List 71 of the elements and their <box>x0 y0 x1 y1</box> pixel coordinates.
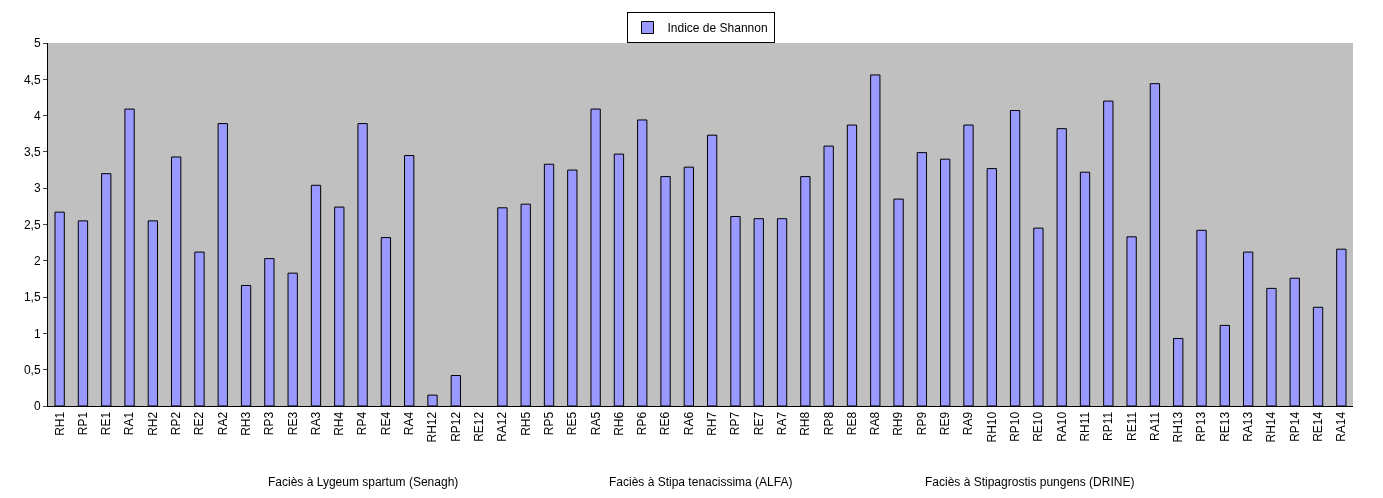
x-tick-label: RE14 <box>1310 411 1325 442</box>
x-tick-label: RH11 <box>1077 411 1092 442</box>
x-tick-label: RA2 <box>215 411 230 436</box>
text: Faciès à Lygeum spartum (Senagh) <box>268 475 459 489</box>
x-tick-label: RH14 <box>1264 411 1279 443</box>
x-tick-label: RH5 <box>518 411 533 436</box>
x-tick-label: RE8 <box>844 411 859 436</box>
y-tick-label: 3,5 <box>23 145 41 160</box>
x-tick-label: RA8 <box>868 411 883 436</box>
x-tick-label: RA3 <box>308 411 323 436</box>
x-tick-label: RP4 <box>355 411 370 436</box>
text: Faciès à Stipa tenacissima (ALFA) <box>609 475 793 489</box>
y-tick-label: 4,5 <box>23 72 41 87</box>
y-tick-label: 0 <box>33 399 41 414</box>
x-tick-label: RE11 <box>1124 411 1139 441</box>
x-tick-label: RE12 <box>472 411 487 442</box>
y-tick-label: 3 <box>33 181 41 196</box>
x-tick-label: RH7 <box>705 411 720 436</box>
x-tick-label: RA4 <box>402 411 417 436</box>
x-tick-label: RP7 <box>728 411 743 436</box>
x-tick-label: RP3 <box>262 411 277 436</box>
x-tick-label: RE9 <box>938 411 953 436</box>
x-tick-label: RP2 <box>169 411 184 436</box>
x-tick-label: RA10 <box>1054 411 1069 442</box>
x-tick-label: RA12 <box>495 411 510 442</box>
y-tick-label: 2 <box>33 254 41 268</box>
x-tick-label: RH8 <box>798 411 813 436</box>
x-tick-label: RE7 <box>751 411 766 436</box>
x-tick-label: RH10 <box>984 411 999 443</box>
x-tick-label: RH1 <box>52 411 67 436</box>
x-tick-label: RA6 <box>681 411 696 436</box>
x-tick-label: RE5 <box>565 411 580 436</box>
y-tick-label: 1 <box>33 326 41 341</box>
x-tick-label: RP13 <box>1194 411 1209 442</box>
x-tick-label: RA13 <box>1241 411 1256 442</box>
x-tick-label: RA7 <box>774 411 789 436</box>
x-tick-label: RP14 <box>1287 411 1302 442</box>
x-tick-label: RA14 <box>1334 411 1349 442</box>
x-tick-label: RE6 <box>658 411 673 436</box>
y-tick-label: 1,5 <box>23 290 41 305</box>
x-tick-label: RP1 <box>75 411 90 436</box>
legend-label: Indice de Shannon <box>667 21 768 36</box>
y-tick-label: 5 <box>33 36 41 51</box>
x-tick-label: RP8 <box>821 411 836 436</box>
x-tick-label: RP9 <box>914 411 929 436</box>
x-tick-label: RE1 <box>99 411 114 436</box>
x-tick-label: RH6 <box>611 411 626 436</box>
x-tick-label: RP12 <box>448 411 463 442</box>
y-tick-label: 2,5 <box>23 217 41 232</box>
x-tick-label: RA11 <box>1147 411 1162 441</box>
x-tick-label: RA5 <box>588 411 603 436</box>
x-tick-label: RP6 <box>635 411 650 436</box>
x-tick-label: RP5 <box>541 411 556 436</box>
text: Faciès à Stipagrostis pungens (DRINE) <box>925 475 1135 489</box>
y-tick-label: 0,5 <box>23 362 41 377</box>
x-tick-label: RH12 <box>425 411 440 443</box>
x-tick-label: RH9 <box>891 411 906 436</box>
x-tick-label: RE3 <box>285 411 300 436</box>
x-tick-label: RE4 <box>378 411 393 436</box>
x-tick-label: RE13 <box>1217 411 1232 442</box>
x-tick-label: RE10 <box>1031 411 1046 442</box>
x-tick-label: RA9 <box>961 411 976 436</box>
x-tick-label: RA1 <box>122 411 137 436</box>
x-tick-label: RE2 <box>192 411 207 436</box>
y-tick-label: 4 <box>33 108 41 123</box>
x-tick-label: RH13 <box>1171 411 1186 443</box>
x-tick-label: RH3 <box>238 411 253 436</box>
x-tick-label: RH4 <box>332 411 347 436</box>
x-tick-label: RH2 <box>145 411 160 436</box>
x-tick-label: RP10 <box>1008 411 1022 442</box>
x-tick-label: RP11 <box>1101 411 1116 441</box>
